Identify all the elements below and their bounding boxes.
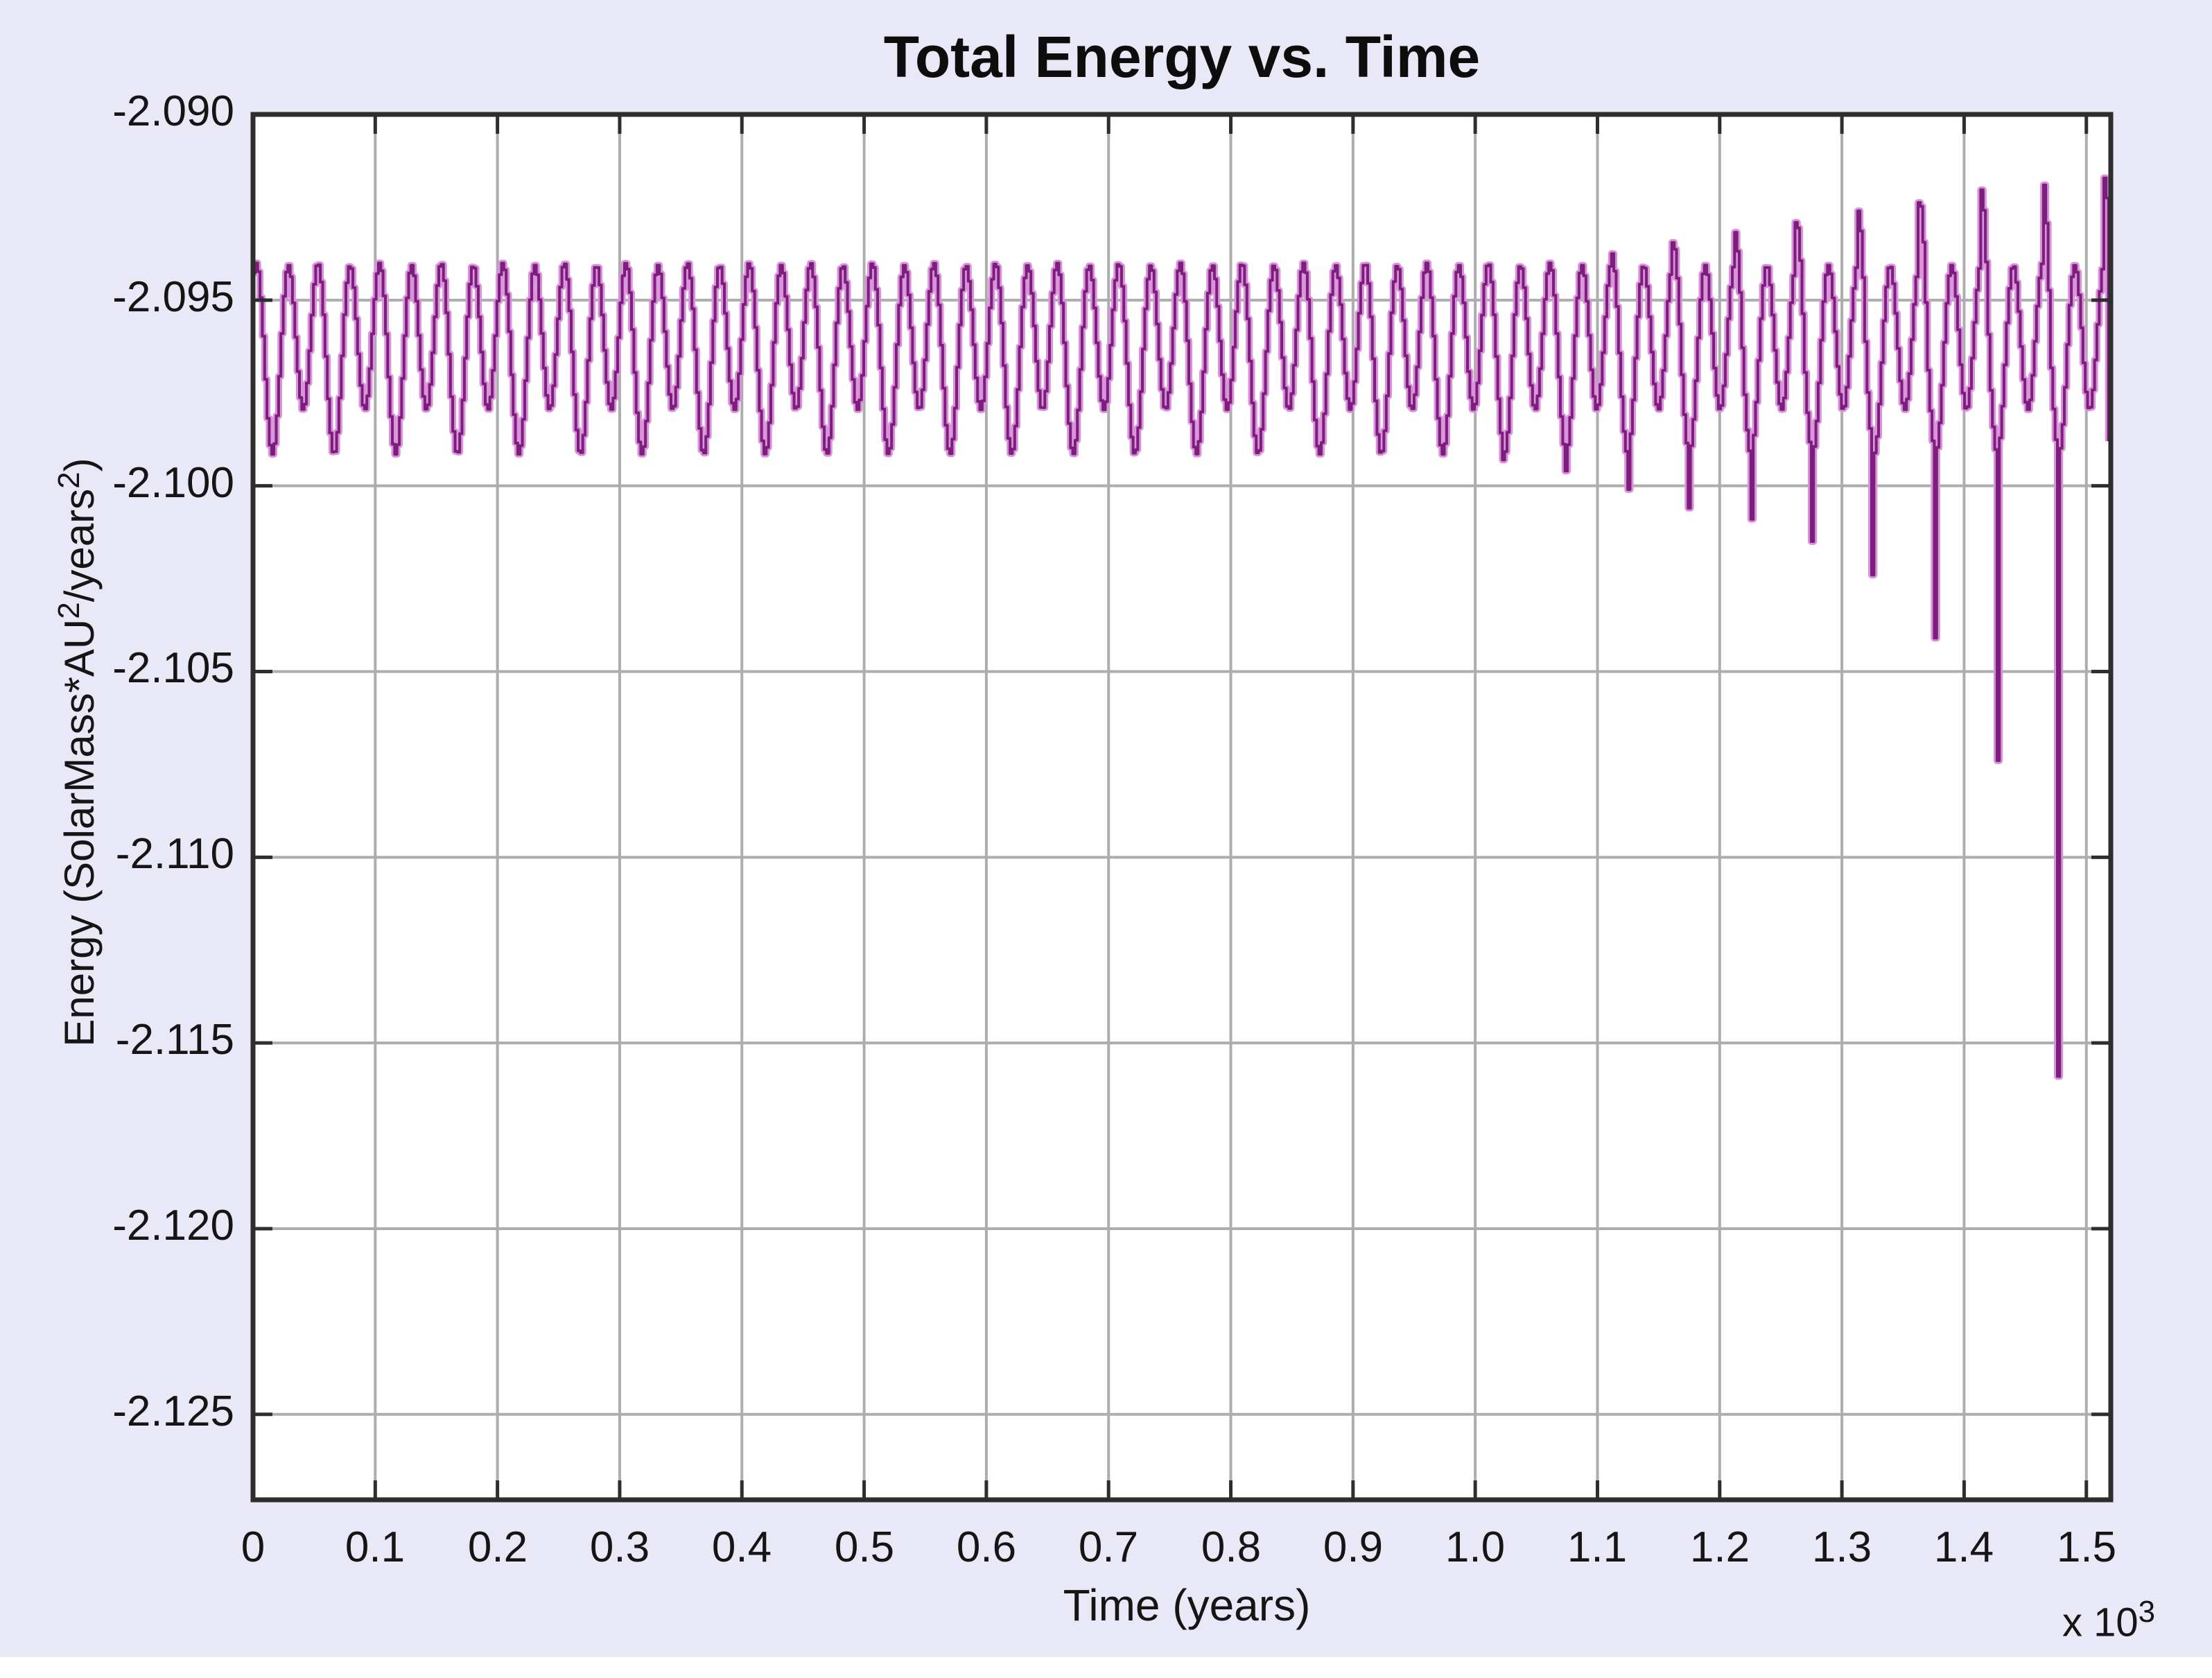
y-tick-label: -2.105: [112, 644, 234, 692]
x-tick-label: 0.1: [345, 1523, 406, 1571]
x-axis-exponent-prefix: x 10: [2062, 1600, 2139, 1645]
x-tick-label: 0.5: [834, 1523, 895, 1571]
x-tick-label: 0.8: [1201, 1523, 1262, 1571]
y-tick-label: -2.090: [112, 87, 234, 135]
energy-line: [253, 176, 2110, 1078]
x-tick-label: 0.9: [1323, 1523, 1384, 1571]
x-axis-exponent-value: 3: [2138, 1595, 2156, 1629]
y-tick-label: -2.125: [112, 1387, 234, 1435]
chart-title: Total Energy vs. Time: [883, 24, 1481, 89]
x-axis-exponent-label: x 103: [2062, 1595, 2155, 1645]
x-tick-label: 0.7: [1078, 1523, 1139, 1571]
y-axis-label-superscript: 2: [52, 602, 86, 619]
y-axis-label: Energy (SolarMass*AU2/years2): [52, 458, 103, 1046]
x-axis-label: Time (years): [1063, 1580, 1311, 1630]
x-tick-label: 1.1: [1567, 1523, 1628, 1571]
x-tick-label: 0.3: [589, 1523, 650, 1571]
x-tick-label: 1.0: [1445, 1523, 1506, 1571]
x-tick-label: 1.4: [1933, 1523, 1994, 1571]
y-tick-label: -2.095: [112, 273, 234, 321]
x-tick-label: 1.5: [2056, 1523, 2117, 1571]
bottom-strip: [0, 1657, 2212, 1678]
y-tick-label: -2.110: [115, 830, 234, 878]
x-tick-label: 0.4: [711, 1523, 772, 1571]
axes-frame: [250, 112, 2114, 1503]
y-axis-label-text: Energy (SolarMass*AU2/years2): [52, 458, 103, 1046]
x-tick-label: 1.2: [1689, 1523, 1750, 1571]
y-tick-label: -2.120: [112, 1202, 234, 1249]
x-tick-label: 0.2: [467, 1523, 528, 1571]
x-tick-label: 0: [241, 1523, 265, 1571]
y-tick-label: -2.115: [115, 1016, 234, 1064]
x-tick-label: 1.3: [1811, 1523, 1872, 1571]
y-tick-label: -2.100: [112, 459, 234, 507]
x-tick-label: 0.6: [956, 1523, 1017, 1571]
